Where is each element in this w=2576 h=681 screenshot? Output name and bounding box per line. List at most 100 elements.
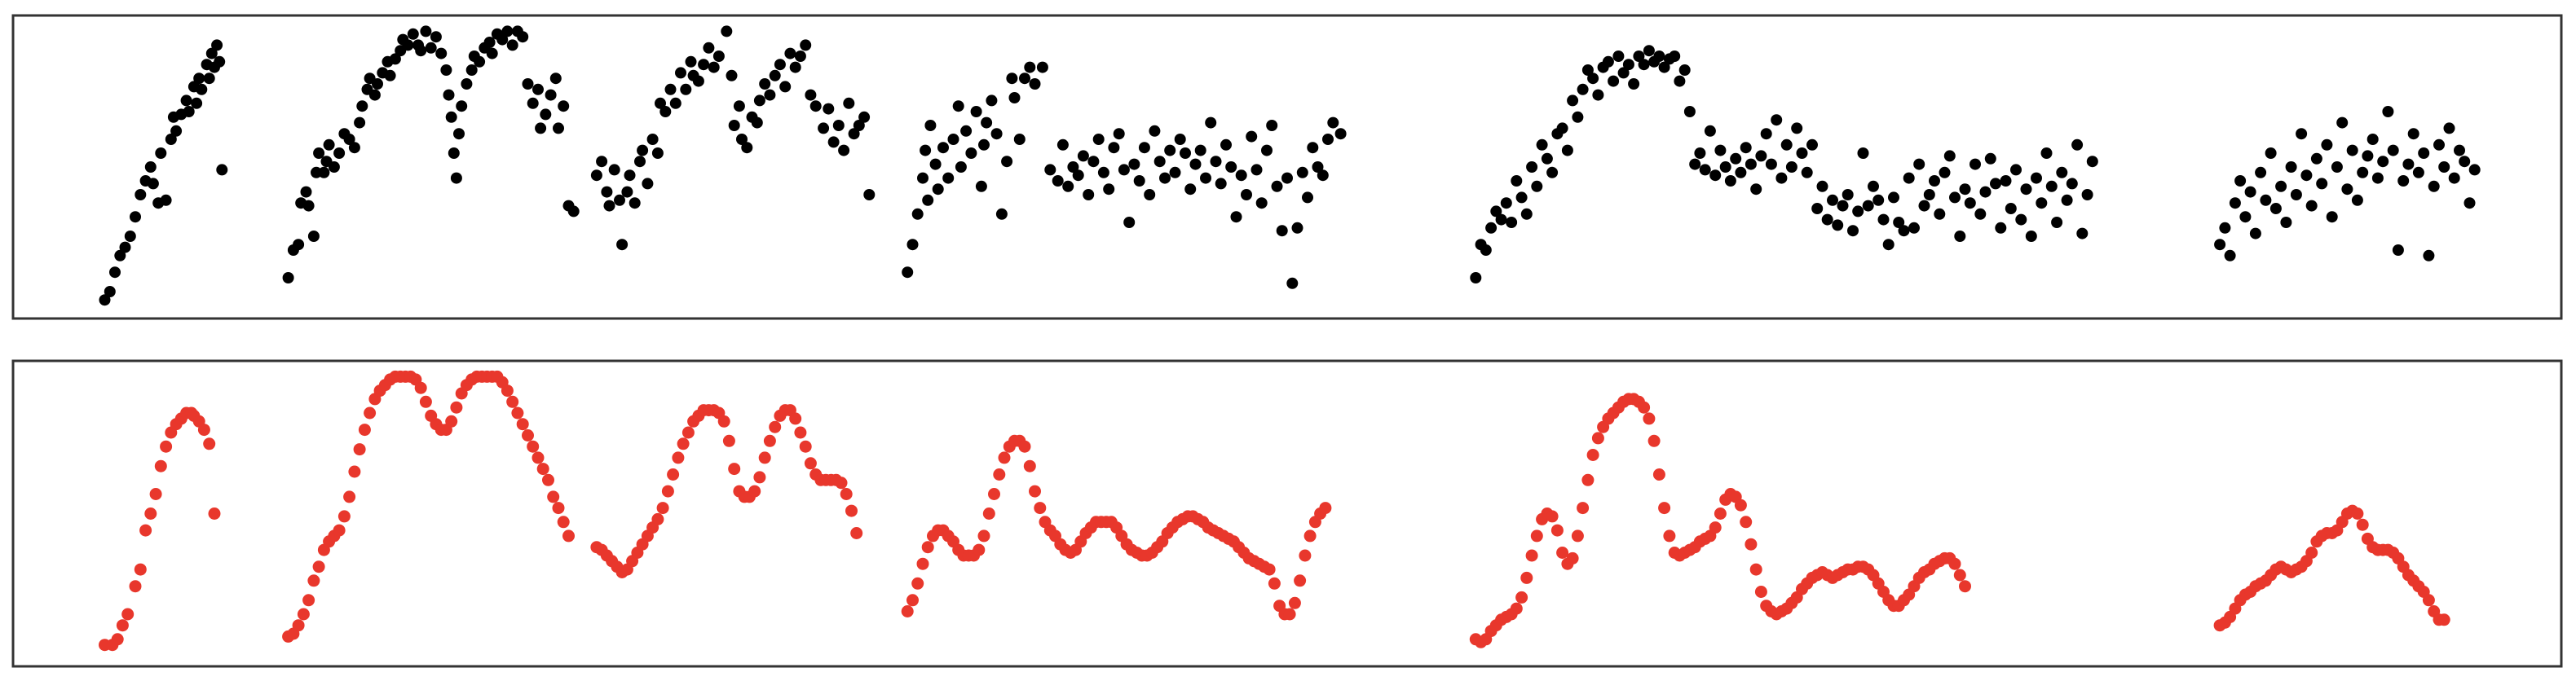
top-data-point	[1643, 45, 1655, 57]
top-data-point	[1322, 134, 1334, 145]
top-data-point	[1128, 158, 1140, 170]
bottom-data-point	[789, 412, 802, 425]
top-data-point	[104, 286, 116, 297]
top-data-point	[558, 100, 570, 112]
bottom-data-point	[450, 401, 463, 414]
top-data-point	[675, 67, 686, 79]
bottom-data-point	[154, 459, 167, 472]
bottom-data-point	[1515, 591, 1528, 604]
top-data-point	[659, 106, 672, 117]
top-data-point	[1174, 134, 1186, 145]
top-data-point	[328, 161, 340, 173]
top-data-point	[535, 122, 547, 134]
bottom-data-point	[1268, 577, 1281, 590]
top-data-point	[2331, 161, 2343, 173]
bottom-data-point	[197, 424, 210, 437]
top-data-point	[1929, 175, 1940, 187]
top-data-point	[2459, 156, 2471, 168]
top-data-point	[1771, 114, 1783, 126]
top-data-point	[1536, 138, 1548, 151]
bottom-data-point	[536, 463, 549, 476]
top-data-point	[1628, 78, 1640, 90]
top-data-point	[2045, 180, 2058, 192]
top-data-point	[443, 89, 455, 101]
bottom-data-point	[916, 557, 929, 570]
top-data-point	[2382, 106, 2394, 117]
top-data-point	[832, 120, 845, 131]
top-data-point	[1658, 61, 1670, 73]
top-data-point	[902, 266, 914, 279]
bottom-data-point	[2356, 518, 2369, 531]
top-data-point	[2025, 231, 2037, 242]
top-data-point	[1531, 180, 1543, 192]
bottom-data-point	[672, 451, 685, 464]
top-data-point	[1153, 156, 1166, 168]
top-data-point	[1230, 211, 1242, 223]
top-data-point	[1067, 161, 1079, 173]
bottom-data-point	[681, 426, 695, 439]
bottom-panel	[11, 359, 2563, 668]
bottom-data-point	[1520, 571, 1533, 584]
top-data-point	[1271, 180, 1283, 192]
bottom-data-point	[121, 608, 135, 621]
bottom-data-point	[511, 406, 524, 420]
top-data-point	[2392, 244, 2404, 256]
top-data-point	[1286, 277, 1299, 289]
top-data-point	[214, 55, 226, 68]
bottom-data-point	[1029, 485, 1041, 498]
top-data-point	[1307, 142, 1319, 154]
top-data-point	[708, 61, 720, 73]
top-data-point	[669, 97, 681, 109]
bottom-data-point	[1263, 563, 1276, 576]
bottom-data-point	[1303, 529, 1317, 543]
bottom-data-point	[656, 502, 669, 515]
top-data-point	[2010, 164, 2022, 176]
top-data-point	[109, 266, 121, 279]
top-data-point	[1169, 166, 1181, 178]
top-data-point	[1877, 213, 1890, 226]
top-data-point	[942, 172, 955, 184]
top-data-point	[2341, 183, 2353, 196]
top-data-point	[726, 69, 738, 81]
top-data-point	[1087, 156, 1100, 168]
top-data-point	[1581, 64, 1594, 76]
top-data-point	[425, 42, 437, 54]
top-data-point	[1520, 208, 1533, 220]
bottom-data-point	[977, 529, 990, 543]
top-data-point	[216, 164, 228, 176]
top-data-point	[1251, 164, 1263, 176]
top-data-point	[751, 116, 763, 129]
top-data-point	[2040, 147, 2053, 159]
top-data-point	[1312, 161, 1324, 173]
top-data-point	[1276, 225, 1288, 237]
top-data-point	[1164, 144, 1176, 156]
top-data-point	[2351, 194, 2363, 206]
top-data-point	[170, 125, 183, 137]
bottom-data-point	[840, 488, 853, 500]
bottom-data-point	[139, 524, 152, 537]
bottom-data-point	[348, 465, 361, 478]
top-data-point	[741, 142, 753, 154]
top-data-point	[1694, 147, 1706, 159]
top-data-point	[827, 136, 840, 148]
top-data-point	[1669, 51, 1681, 62]
top-data-point	[160, 194, 172, 206]
bottom-data-point	[1643, 412, 1656, 425]
top-data-point	[211, 39, 223, 51]
top-data-point	[1719, 161, 1731, 173]
bottom-data-point	[292, 619, 305, 632]
top-data-point	[2448, 172, 2460, 184]
top-data-point	[99, 294, 111, 306]
top-data-point	[124, 231, 136, 242]
top-data-point	[1561, 144, 1573, 156]
top-data-point	[1138, 142, 1150, 154]
top-data-point	[517, 31, 529, 43]
top-data-point	[1704, 125, 1716, 137]
top-data-point	[1036, 61, 1048, 73]
top-data-point	[522, 78, 534, 90]
bottom-data-point	[2351, 507, 2364, 520]
top-data-point	[532, 83, 544, 95]
top-data-point	[2443, 122, 2455, 134]
bottom-data-point	[144, 507, 157, 520]
